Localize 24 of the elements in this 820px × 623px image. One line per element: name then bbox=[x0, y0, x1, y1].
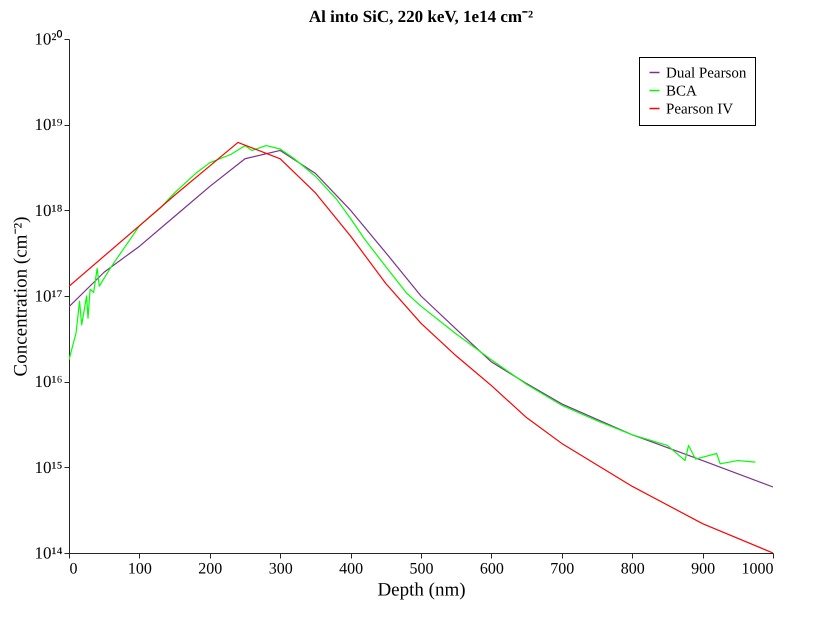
legend-label: BCA bbox=[666, 84, 698, 100]
y-axis-title: Concentration (cm⁻²) bbox=[10, 216, 32, 376]
x-tick-label: 600 bbox=[480, 560, 504, 578]
x-tick-label: 0 bbox=[70, 560, 78, 578]
y-tick-label: 10¹⁸ bbox=[34, 200, 63, 220]
y-tick-label: 10¹⁹ bbox=[34, 115, 63, 134]
x-tick-label: 1000 bbox=[742, 560, 774, 578]
x-tick-label: 700 bbox=[550, 560, 574, 578]
x-tick-label: 900 bbox=[691, 560, 716, 578]
y-tick-label: 10¹⁷ bbox=[34, 286, 63, 306]
x-tick-label: 100 bbox=[128, 560, 152, 578]
x-axis-title: Depth (nm) bbox=[377, 580, 466, 600]
legend-label: Dual Pearson bbox=[666, 66, 747, 82]
x-tick-label: 300 bbox=[268, 560, 293, 578]
y-tick-label: 10²⁰ bbox=[34, 30, 62, 48]
x-tick-label: 500 bbox=[410, 560, 434, 578]
x-tick-label: 400 bbox=[339, 560, 364, 578]
y-tick-label: 10¹⁴ bbox=[34, 544, 63, 562]
legend-label: Pearson IV bbox=[666, 102, 734, 118]
x-tick-label: 800 bbox=[620, 560, 645, 578]
chart-title: Al into SiC, 220 keV, 1e14 cm⁻² bbox=[308, 7, 534, 26]
y-tick-label: 10¹⁶ bbox=[34, 372, 63, 392]
x-tick-label: 200 bbox=[198, 560, 222, 578]
y-tick-label: 10¹⁵ bbox=[34, 458, 63, 477]
